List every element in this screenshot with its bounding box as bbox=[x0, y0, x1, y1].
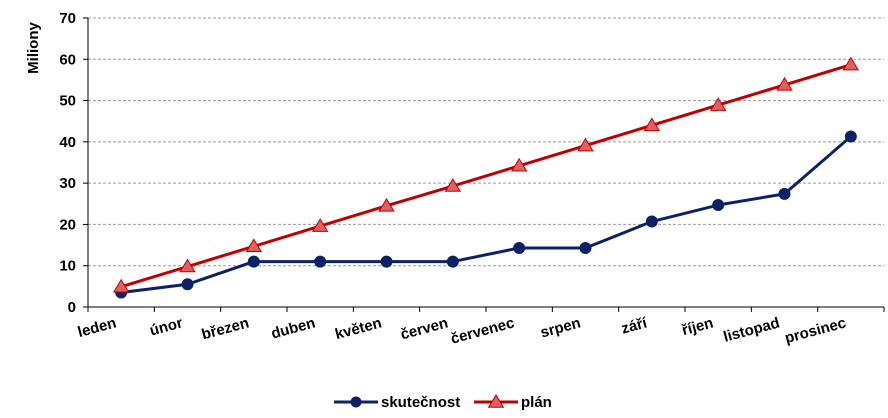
x-tick-label: září bbox=[619, 314, 649, 337]
series-2 bbox=[112, 56, 860, 293]
x-tick-label: srpen bbox=[539, 314, 583, 341]
legend-label: plán bbox=[521, 394, 552, 411]
data-point bbox=[112, 278, 130, 293]
data-point bbox=[181, 278, 194, 291]
legend: skutečnost plán bbox=[334, 394, 552, 411]
data-point bbox=[510, 157, 528, 172]
y-tick-label: 10 bbox=[59, 258, 76, 275]
x-tick-label: říjen bbox=[680, 314, 715, 339]
x-tick-label: červen bbox=[399, 314, 450, 343]
data-point bbox=[577, 137, 594, 152]
legend-label: skutečnost bbox=[381, 394, 460, 411]
series-layer bbox=[112, 56, 860, 299]
x-tick-label: duben bbox=[269, 314, 317, 342]
y-tick-label: 60 bbox=[59, 51, 76, 68]
data-point bbox=[643, 117, 661, 132]
data-point bbox=[712, 199, 725, 212]
data-point bbox=[311, 218, 329, 232]
y-tick-label: 0 bbox=[68, 299, 76, 316]
data-point bbox=[842, 56, 860, 71]
series-1 bbox=[115, 130, 857, 299]
y-tick-label: 50 bbox=[59, 93, 76, 110]
y-tick-label: 20 bbox=[59, 216, 76, 233]
x-tick-label: červenec bbox=[449, 314, 516, 347]
x-tick-label: březen bbox=[200, 314, 251, 343]
y-axis-title: Miliony bbox=[25, 22, 42, 74]
y-tick-label: 70 bbox=[59, 10, 76, 27]
data-point bbox=[778, 187, 791, 200]
legend-item-2: plán bbox=[474, 394, 552, 411]
data-point bbox=[314, 255, 327, 268]
data-point bbox=[380, 255, 393, 268]
y-tick-label: 30 bbox=[59, 175, 76, 192]
grid-lines bbox=[88, 17, 884, 267]
x-tick-label: únor bbox=[148, 314, 185, 339]
data-point bbox=[247, 255, 260, 268]
axes bbox=[83, 17, 885, 312]
data-point bbox=[179, 258, 196, 273]
legend-item-1: skutečnost bbox=[334, 394, 460, 411]
data-point bbox=[513, 241, 526, 254]
data-point bbox=[844, 130, 857, 143]
x-tick-labels: leden únor březen duben květen červen červenec… bbox=[76, 314, 848, 347]
x-tick-label: prosinec bbox=[783, 314, 848, 347]
x-tick-label: listopad bbox=[722, 314, 782, 345]
data-point bbox=[645, 215, 658, 228]
legend-marker bbox=[487, 394, 505, 408]
data-point bbox=[776, 76, 793, 91]
data-point bbox=[579, 241, 592, 254]
series-line bbox=[120, 135, 852, 295]
data-point bbox=[378, 197, 395, 212]
x-tick-label: leden bbox=[76, 314, 118, 341]
data-point bbox=[444, 178, 462, 192]
series-line bbox=[120, 63, 852, 289]
y-tick-labels: 0 10 20 30 40 50 60 70 bbox=[59, 10, 76, 316]
data-point bbox=[245, 238, 263, 253]
y-tick-label: 40 bbox=[59, 134, 76, 151]
data-point bbox=[709, 97, 727, 111]
data-point bbox=[446, 255, 459, 268]
legend-marker bbox=[350, 396, 362, 408]
x-tick-label: květen bbox=[333, 314, 383, 343]
